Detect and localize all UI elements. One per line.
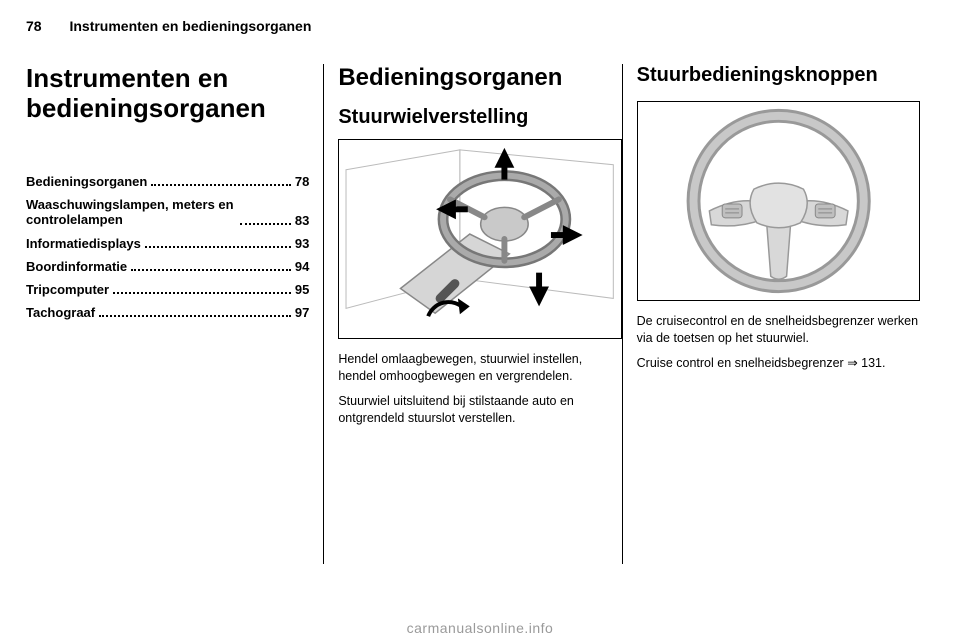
toc-dots [145,246,291,248]
steering-adjust-illustration [339,140,620,338]
steering-adjust-figure [338,139,621,339]
toc-row: Waaschuwingslampen, meters en controlela… [26,197,309,228]
toc-dots [151,184,291,186]
column-title: Bedieningsorganen [338,64,621,92]
column-2: Bedieningsorganen Stuurwielverstelling [324,64,621,564]
toc-row: Informatiedisplays 93 [26,236,309,251]
toc-page: 95 [295,282,309,297]
toc-label: Tripcomputer [26,282,109,297]
watermark-footer: carmanualsonline.info [0,620,960,636]
paragraph: De cruisecontrol en de snelheidsbe­grenz… [637,313,920,347]
toc-dots [131,269,291,271]
toc-page: 97 [295,305,309,320]
toc-dots [240,223,291,225]
paragraph: Cruise control en snelheidsbegrenzer ⇒ 1… [637,355,920,372]
paragraph: Stuurwiel uitsluitend bij stilstaande au… [338,393,621,427]
toc-label: Informatiedisplays [26,236,141,251]
steering-buttons-figure [637,101,920,301]
toc-dots [113,292,291,294]
column-3: Stuurbedieningsknoppen [623,64,934,564]
toc-label: Tachograaf [26,305,95,320]
toc-row: Tripcomputer 95 [26,282,309,297]
chapter-title: Instrumenten en bedieningsorganen [69,18,311,34]
toc-row: Tachograaf 97 [26,305,309,320]
toc-page: 78 [295,174,309,189]
section-title: Instrumenten en bedieningsorganen [26,64,309,124]
column-title: Stuurbedieningsknoppen [637,64,920,87]
toc-page: 93 [295,236,309,251]
toc-label: Boordinformatie [26,259,127,274]
toc-row: Bedieningsorganen 78 [26,174,309,189]
page-header: 78 Instrumenten en bedieningsorganen [26,18,934,34]
subsection-title: Stuurwielverstelling [338,106,621,129]
table-of-contents: Bedieningsorganen 78 Waaschuwingslampen,… [26,174,309,320]
toc-page: 94 [295,259,309,274]
toc-row: Boordinformatie 94 [26,259,309,274]
manual-page: 78 Instrumenten en bedieningsorganen Ins… [0,0,960,642]
toc-label: Waaschuwingslampen, meters en controlela… [26,197,236,228]
toc-page: 83 [295,213,309,228]
steering-wheel-illustration [638,102,919,300]
page-number: 78 [26,18,42,34]
content-columns: Instrumenten en bedieningsorganen Bedien… [26,64,934,564]
toc-label: Bedieningsorganen [26,174,147,189]
paragraph: Hendel omlaagbewegen, stuurwiel instelle… [338,351,621,385]
toc-dots [99,315,291,317]
column-1: Instrumenten en bedieningsorganen Bedien… [26,64,323,564]
